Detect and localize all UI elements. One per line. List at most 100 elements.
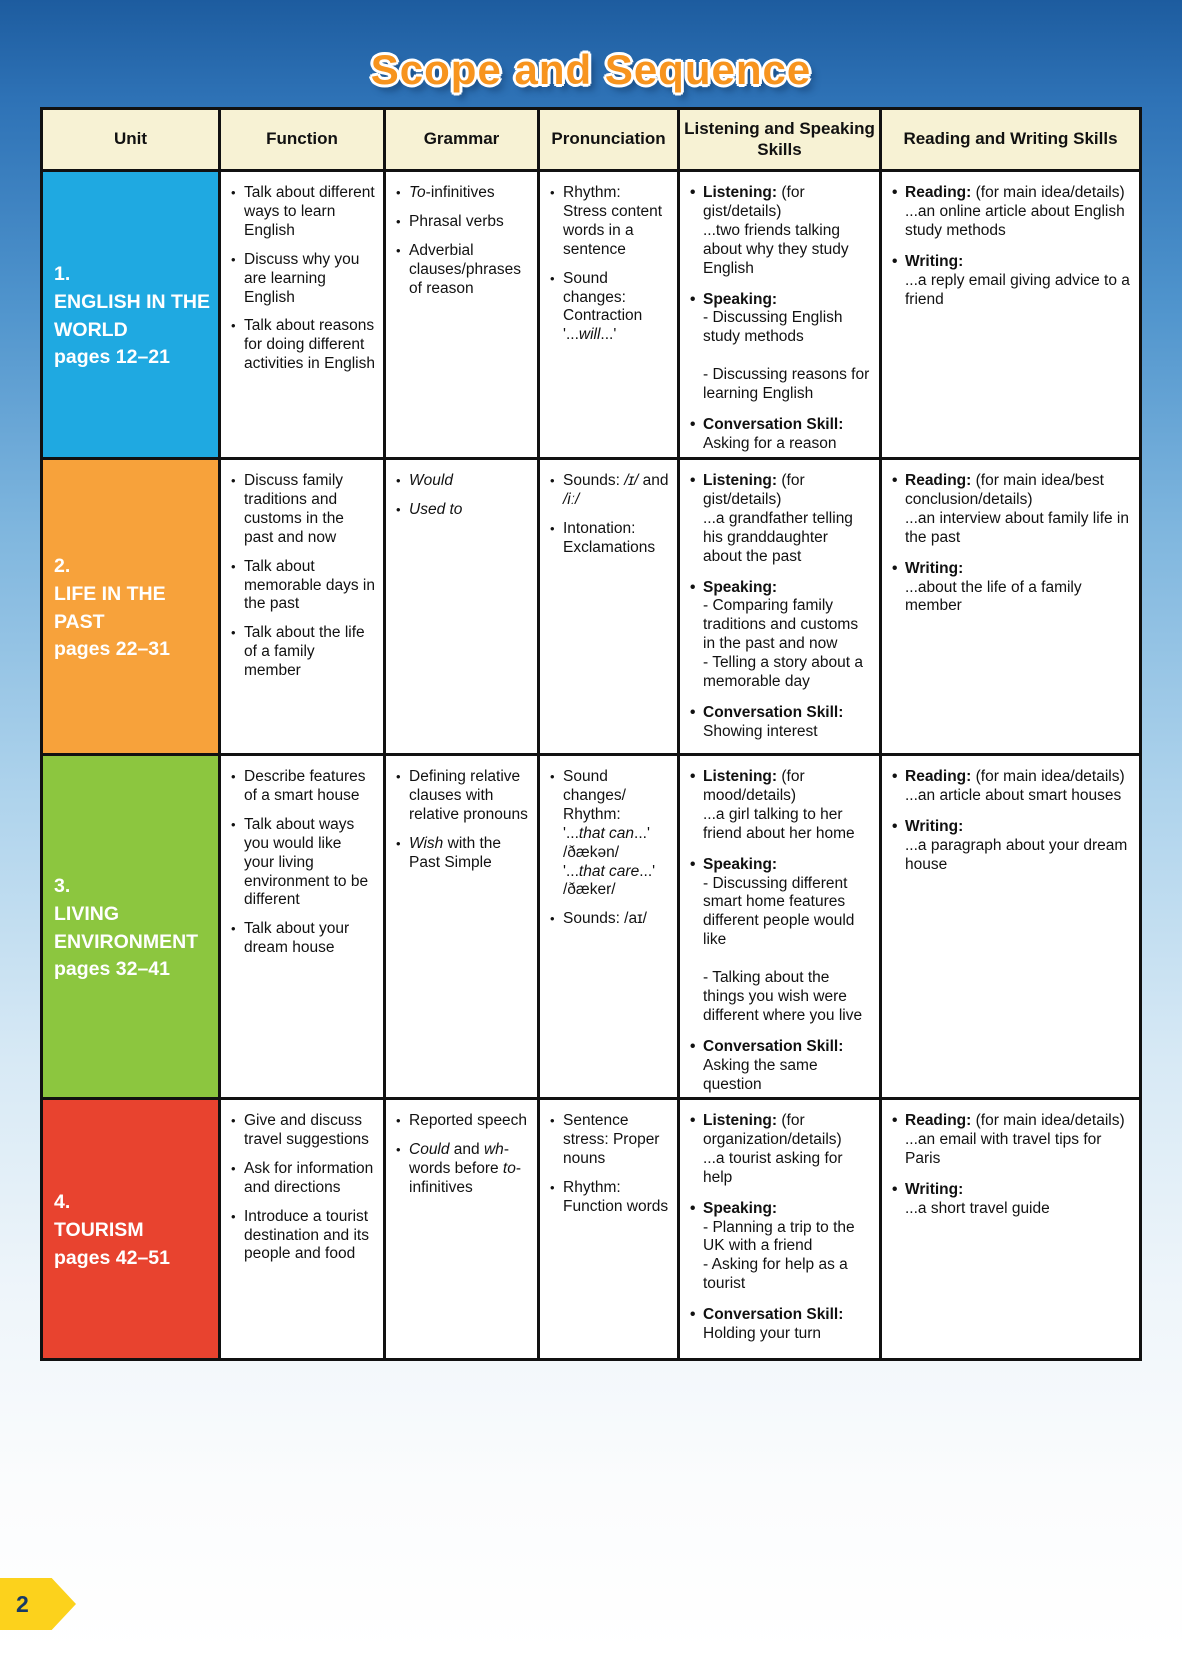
bullet-item: Listening: (for mood/details) ...a girl … xyxy=(690,768,871,844)
listening-speaking-cell: Listening: (for gist/details) ...two fri… xyxy=(680,172,882,460)
text-segment: Describe features of a smart house xyxy=(244,768,366,804)
text-segment: Speaking: xyxy=(703,855,778,873)
text-segment: Speaking: xyxy=(703,290,778,308)
text-segment: (for main idea/details) ...an article ab… xyxy=(905,768,1125,804)
text-segment: Listening: xyxy=(703,184,778,201)
reading-writing-cell: Reading: (for main idea/best conclusion/… xyxy=(882,460,1139,756)
text-segment: Sound changes: Contraction '... xyxy=(563,269,643,344)
bullet-item: Sound changes/ Rhythm: '...that can...' … xyxy=(550,768,669,900)
text-segment: Talk about reasons for doing different a… xyxy=(244,317,375,373)
text-segment: Writing: xyxy=(905,1180,964,1198)
unit-name: ENGLISH IN THE WORLD xyxy=(54,290,211,341)
text-segment: Conversation Skill: xyxy=(703,703,844,721)
bullet-item: Speaking: - Discussing different smart h… xyxy=(690,855,871,1026)
unit-number: 2. xyxy=(54,555,71,578)
text-segment: Talk about different ways to learn Engli… xyxy=(244,184,375,239)
bullet-item: Ask for information and directions xyxy=(231,1159,375,1198)
bullet-item: Writing: ...a paragraph about your dream… xyxy=(892,818,1131,875)
text-segment: Conversation Skill: xyxy=(703,1037,844,1055)
text-segment: - Discussing English study methods - Dis… xyxy=(703,309,870,403)
text-segment: Phrasal verbs xyxy=(409,212,504,230)
bullet-item: Describe features of a smart house xyxy=(231,768,375,806)
text-segment: Asking the same question xyxy=(703,1056,818,1093)
text-segment: ...a paragraph about your dream house xyxy=(905,836,1128,873)
unit-pages: pages 42–51 xyxy=(54,1246,171,1269)
bullet-item: Adverbial clauses/phrases of reason xyxy=(396,242,529,299)
unit-name: LIFE IN THE PAST xyxy=(54,582,166,633)
header-cell-grammar: Grammar xyxy=(386,110,540,172)
bullet-item: Used to xyxy=(396,501,529,520)
text-segment: Ask for information and directions xyxy=(244,1159,374,1196)
grammar-cell: Reported speech Could and wh-words before… xyxy=(386,1100,540,1358)
table-row-unit-4: 4. TOURISM pages 42–51 Give and discuss … xyxy=(43,1100,1139,1358)
text-segment: Asking for a reason xyxy=(703,434,837,452)
text-segment: (for mood/details) ...a girl talking to … xyxy=(703,768,855,842)
table-row-unit-3: 3. LIVING ENVIRONMENT pages 32–41 Descri… xyxy=(43,756,1139,1100)
unit-name: TOURISM xyxy=(54,1219,144,1242)
bullet-item: Sounds: /ɪ/ and /iː/ xyxy=(550,472,669,510)
bullet-item: Writing: ...a short travel guide xyxy=(892,1180,1131,1219)
text-segment: Reading: xyxy=(905,768,972,785)
scope-and-sequence-table: Unit Function Grammar Pronunciation List… xyxy=(40,107,1142,1361)
bullet-item: Could and wh-words before to-infinitives xyxy=(396,1140,529,1198)
table-row-unit-1: 1. ENGLISH IN THE WORLD pages 12–21 Talk… xyxy=(43,172,1139,460)
bullet-item: Talk about your dream house xyxy=(231,920,375,958)
bullet-item: Give and discuss travel suggestions xyxy=(231,1112,375,1150)
text-segment: and xyxy=(638,472,669,489)
header-cell-pronunciation: Pronunciation xyxy=(540,110,680,172)
text-segment: with the Past Simple xyxy=(409,834,502,871)
bullet-item: Discuss why you are learning English xyxy=(231,250,375,308)
bullet-item: Rhythm: Stress content words in a senten… xyxy=(550,184,669,260)
reading-writing-cell: Reading: (for main idea/details) ...an o… xyxy=(882,172,1139,460)
function-cell: Give and discuss travel suggestions Ask f… xyxy=(221,1100,386,1358)
text-segment: Sounds: /aɪ/ xyxy=(563,910,647,928)
bullet-item: Reported speech xyxy=(396,1112,529,1131)
text-segment: Defining relative clauses with relative … xyxy=(409,768,528,823)
table-row-unit-2: 2. LIFE IN THE PAST pages 22–31 Discuss … xyxy=(43,460,1139,756)
unit-number: 3. xyxy=(54,875,71,898)
bullet-item: Intonation: Exclamations xyxy=(550,519,669,558)
bullet-item: Speaking: - Comparing family traditions … xyxy=(690,578,871,692)
bullet-item: Talk about different ways to learn Engli… xyxy=(231,184,375,241)
text-segment: Talk about the life of a family member xyxy=(244,624,365,680)
unit-pages: pages 12–21 xyxy=(54,346,171,369)
bullet-item: Conversation Skill: Asking for a reason xyxy=(690,416,871,454)
text-segment: Talk about ways you would like your livi… xyxy=(244,815,369,909)
function-cell: Discuss family traditions and customs in… xyxy=(221,460,386,756)
text-segment: -words before xyxy=(409,1140,509,1177)
text-segment: Intonation: Exclamations xyxy=(563,519,656,556)
text-segment: (for main idea/details) ...an email with… xyxy=(905,1112,1125,1167)
text-segment: Talk about your dream house xyxy=(244,920,350,957)
text-segment: /iː/ xyxy=(563,490,580,508)
bullet-item: Sounds: /aɪ/ xyxy=(550,910,669,929)
unit-number: 1. xyxy=(54,263,71,286)
text-segment: Sounds: xyxy=(563,472,625,489)
bullet-item: Conversation Skill: Holding your turn xyxy=(690,1306,871,1344)
pronunciation-cell: Sentence stress: Proper nouns Rhythm: Fun… xyxy=(540,1100,680,1358)
text-segment: ...' /ðækən/ '... xyxy=(563,824,650,880)
unit-cell: 1. ENGLISH IN THE WORLD pages 12–21 xyxy=(43,172,221,460)
pronunciation-cell: Rhythm: Stress content words in a senten… xyxy=(540,172,680,460)
text-segment: Conversation Skill: xyxy=(703,1306,844,1324)
text-segment: will xyxy=(578,326,601,344)
text-segment: and xyxy=(449,1140,484,1158)
page-title: Scope and Sequence xyxy=(370,46,812,93)
text-segment: Showing interest xyxy=(703,722,818,740)
reading-writing-cell: Reading: (for main idea/details) ...an e… xyxy=(882,1100,1139,1358)
text-segment: Wish xyxy=(409,834,444,852)
text-segment: ...a short travel guide xyxy=(905,1199,1050,1217)
header-cell-function: Function xyxy=(221,110,386,172)
text-segment: Holding your turn xyxy=(703,1325,822,1343)
text-segment: Rhythm: Stress content words in a senten… xyxy=(563,184,663,258)
text-segment: Speaking: xyxy=(703,1199,778,1217)
text-segment: Reading: xyxy=(905,1112,972,1129)
bullet-item: Talk about reasons for doing different a… xyxy=(231,317,375,374)
text-segment: that can xyxy=(578,824,635,842)
pronunciation-cell: Sound changes/ Rhythm: '...that can...' … xyxy=(540,756,680,1100)
text-segment: Speaking: xyxy=(703,578,778,596)
text-segment: to xyxy=(502,1159,516,1177)
bullet-item: Writing: ...about the life of a family m… xyxy=(892,560,1131,617)
text-segment: wh xyxy=(483,1140,504,1158)
text-segment: Discuss why you are learning English xyxy=(244,250,360,306)
